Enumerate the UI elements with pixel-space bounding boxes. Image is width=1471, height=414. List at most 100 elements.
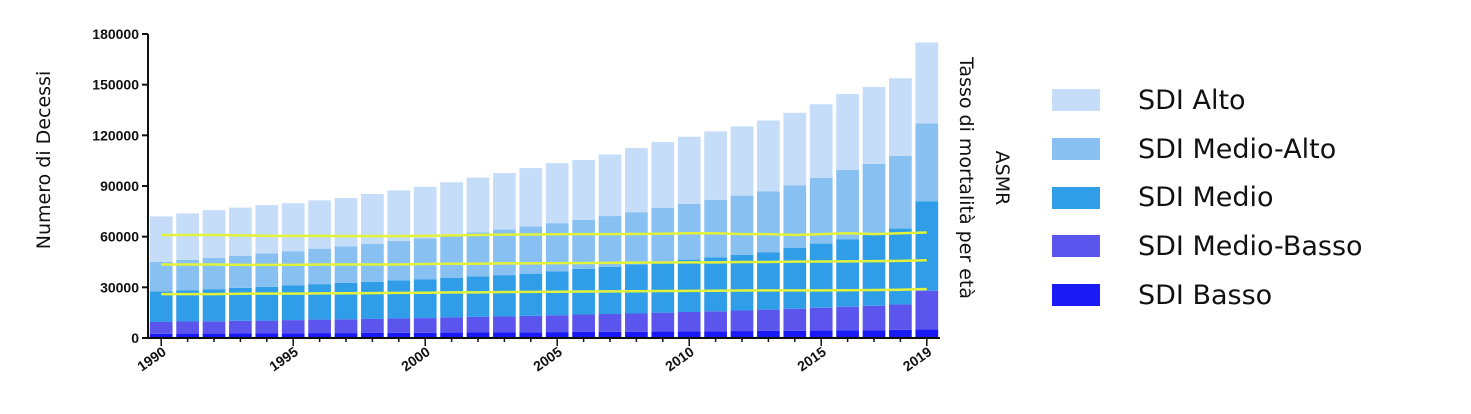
bar-sdi-basso-1994 <box>255 333 279 338</box>
legend-item-sdi-medio-alto: SDI Medio-Alto <box>1052 125 1363 174</box>
bar-sdi-medio-basso-1994 <box>255 320 279 334</box>
bar-sdi-medio-basso-2009 <box>651 312 675 332</box>
y-tick-label-60000: 60000 <box>100 229 139 245</box>
bar-sdi-medio-2012 <box>730 254 754 311</box>
bar-sdi-medio-alto-1996 <box>308 248 331 285</box>
bar-sdi-alto-2013 <box>757 120 780 192</box>
legend-swatch <box>1052 284 1100 307</box>
y-axis-right-title: Tasso di mortalità per età <box>955 56 977 299</box>
bar-sdi-alto-2012 <box>730 126 754 196</box>
x-tick-label-2019: 2019 <box>900 343 935 374</box>
bar-sdi-basso-2017 <box>862 330 886 338</box>
bar-sdi-alto-2001 <box>440 182 463 236</box>
bar-sdi-medio-basso-2006 <box>572 314 595 332</box>
bar-sdi-medio-alto-1990 <box>149 262 173 292</box>
legend-label: SDI Basso <box>1138 279 1273 311</box>
bar-sdi-basso-2012 <box>730 331 754 338</box>
bar-sdi-medio-2019 <box>915 201 939 291</box>
bar-sdi-medio-2015 <box>809 243 833 308</box>
bar-sdi-alto-2017 <box>862 87 886 164</box>
bar-sdi-basso-2002 <box>466 332 490 338</box>
bar-sdi-medio-alto-2001 <box>440 235 463 278</box>
bar-sdi-medio-2008 <box>625 264 648 314</box>
bar-sdi-medio-2009 <box>651 262 675 313</box>
bar-sdi-medio-alto-2006 <box>572 219 595 269</box>
bar-sdi-alto-1996 <box>308 200 331 249</box>
bar-sdi-medio-1993 <box>229 287 252 321</box>
bar-sdi-medio-alto-2002 <box>466 232 490 277</box>
bar-sdi-basso-2014 <box>783 330 807 338</box>
bar-sdi-basso-2009 <box>651 331 675 338</box>
bar-sdi-medio-2001 <box>440 277 463 318</box>
bar-sdi-medio-2003 <box>493 275 516 317</box>
legend-swatch <box>1052 186 1100 209</box>
bar-sdi-alto-1998 <box>361 193 384 244</box>
bar-sdi-alto-2018 <box>889 78 912 156</box>
y-tick-label-150000: 150000 <box>92 77 139 93</box>
bar-sdi-alto-1994 <box>255 205 279 254</box>
bar-sdi-alto-2011 <box>704 131 727 200</box>
asmr-line-1 <box>161 231 927 238</box>
bar-sdi-medio-2016 <box>836 239 859 307</box>
asmr-line-2 <box>161 259 927 267</box>
bar-sdi-medio-basso-2014 <box>783 308 807 331</box>
bar-sdi-medio-alto-1994 <box>255 253 279 287</box>
x-tick-label-2015: 2015 <box>794 343 829 374</box>
legend-label: SDI Medio-Alto <box>1138 133 1337 165</box>
bar-sdi-alto-1999 <box>387 190 411 242</box>
bar-sdi-alto-1995 <box>281 203 305 252</box>
bar-sdi-medio-alto-2013 <box>757 191 780 253</box>
bar-sdi-medio-1990 <box>149 291 173 322</box>
bar-sdi-alto-2008 <box>625 148 648 213</box>
bar-sdi-medio-alto-1995 <box>281 251 305 286</box>
bar-sdi-alto-2010 <box>677 136 701 204</box>
bar-sdi-medio-alto-1992 <box>202 257 226 290</box>
bar-sdi-basso-1990 <box>149 333 173 338</box>
bar-sdi-alto-1997 <box>334 197 358 247</box>
bar-sdi-medio-basso-2017 <box>862 305 886 331</box>
bar-sdi-basso-1992 <box>202 333 226 338</box>
bar-sdi-medio-basso-2003 <box>493 316 516 333</box>
bar-sdi-basso-1996 <box>308 333 331 338</box>
bar-sdi-medio-basso-2011 <box>704 311 727 332</box>
legend-item-sdi-alto: SDI Alto <box>1052 76 1363 125</box>
bar-sdi-alto-2006 <box>572 159 595 220</box>
bar-sdi-alto-2009 <box>651 142 675 208</box>
bar-sdi-basso-2007 <box>598 331 622 338</box>
bar-sdi-medio-basso-2001 <box>440 317 463 333</box>
bar-sdi-medio-alto-2004 <box>519 226 543 274</box>
bar-sdi-medio-basso-1995 <box>281 320 305 334</box>
bar-sdi-basso-2011 <box>704 331 727 338</box>
bar-sdi-alto-2019 <box>915 42 939 124</box>
bar-sdi-medio-2002 <box>466 276 490 317</box>
bar-sdi-medio-basso-1998 <box>361 318 384 333</box>
bar-sdi-basso-2008 <box>625 331 648 338</box>
bar-sdi-alto-2007 <box>598 154 622 217</box>
y-tick-label-90000: 90000 <box>100 178 139 194</box>
legend-label: SDI Alto <box>1138 84 1246 116</box>
bar-sdi-medio-basso-2019 <box>915 290 939 330</box>
bar-sdi-basso-2010 <box>677 331 701 338</box>
bar-sdi-alto-1991 <box>176 213 199 260</box>
bar-sdi-medio-2018 <box>889 228 912 305</box>
bar-sdi-medio-basso-1992 <box>202 321 226 334</box>
asmr-line-3 <box>161 287 927 296</box>
x-tick-label-1990: 1990 <box>134 343 169 374</box>
bar-sdi-basso-2001 <box>440 332 463 338</box>
bar-sdi-basso-2000 <box>413 332 437 338</box>
bar-sdi-medio-basso-1991 <box>176 321 199 334</box>
bar-sdi-basso-1997 <box>334 333 358 338</box>
bar-sdi-basso-2019 <box>915 329 939 338</box>
bar-sdi-medio-alto-1993 <box>229 255 252 288</box>
legend-label: SDI Medio <box>1138 182 1274 214</box>
legend-swatch <box>1052 235 1100 258</box>
bar-sdi-basso-2006 <box>572 331 595 338</box>
bar-sdi-medio-alto-2016 <box>836 169 859 240</box>
legend-item-sdi-medio: SDI Medio <box>1052 173 1363 222</box>
y-tick-label-30000: 30000 <box>100 279 139 295</box>
y-tick-label-180000: 180000 <box>92 26 139 42</box>
bar-sdi-basso-1998 <box>361 332 384 338</box>
legend-swatch <box>1052 138 1100 161</box>
bar-sdi-medio-alto-2008 <box>625 212 648 265</box>
bar-sdi-medio-basso-1999 <box>387 318 411 333</box>
